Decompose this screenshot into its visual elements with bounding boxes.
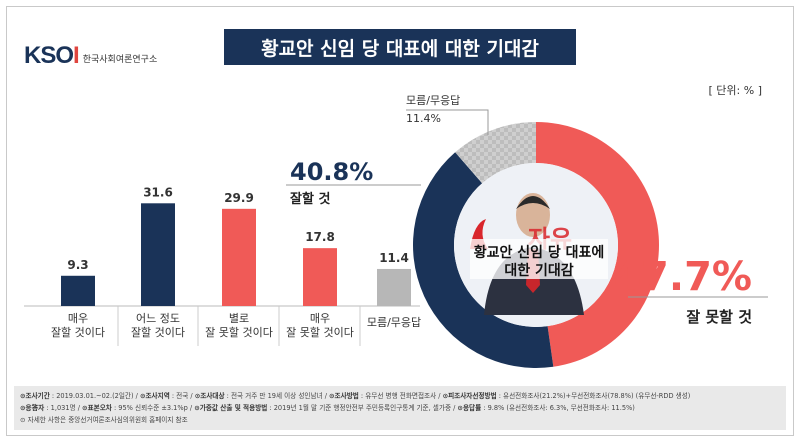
leader-line: [406, 109, 489, 135]
photo-caption-line-1: 황교안 신임 당 대표에: [473, 245, 605, 261]
bar-value-label: 9.3: [67, 258, 88, 272]
bar-value-label: 17.8: [305, 230, 335, 244]
caption-backdrop: [470, 239, 608, 279]
footer-note: 자세한 사항은 중앙선거여론조사심의위원회 홈페이지 참조: [27, 416, 188, 424]
footer-item: ⊙조사방법 : 유무선 병행 전화면접조사 /: [329, 392, 443, 400]
slice-value-unknown: 11.4%: [406, 112, 441, 125]
bar-value-label: 31.6: [143, 185, 173, 199]
person-hair: [516, 196, 550, 209]
bar-2: [141, 203, 175, 306]
footer-item: ⊙표본오차 : 95% 신뢰수준 ±3.1%p /: [82, 404, 195, 412]
category-label: 잘할 것이다: [51, 326, 105, 339]
bar-value-label: 11.4: [379, 251, 409, 265]
logo-subtitle: 한국사회여론연구소: [82, 55, 158, 65]
footer-item: ⊙응答자 : 1,031명 /: [20, 404, 83, 412]
ksoi-logo: KSOI 한국사회여론연구소: [24, 36, 157, 68]
donut-slice-2: [413, 152, 554, 368]
bar-5: [377, 268, 411, 306]
bar-value-label: 29.9: [224, 191, 254, 205]
footer-item: ⊙조사대상 : 전국 거주 만 19세 이상 성인남녀 /: [194, 392, 330, 400]
footer-item: ⊙조사기간 : 2019.03.01.~02.(2일간) /: [20, 392, 140, 400]
slice-label-unknown: 모름/무응답: [406, 94, 460, 107]
footer-line-2: ⊙응答자 : 1,031명 / ⊙표본오차 : 95% 신뢰수준 ±3.1%p …: [20, 402, 780, 414]
photo-caption-line-2: 대한 기대감: [504, 263, 574, 279]
category-label: 어느 정도: [136, 312, 180, 325]
bar-1: [61, 275, 95, 306]
footer-line-3: ⊙ 자세한 사항은 중앙선거여론조사심의위원회 홈페이지 참조: [20, 416, 188, 424]
chart-title: 황교안 신임 당 대표에 대한 기대감: [224, 29, 576, 65]
footer-item: ⊙조사지역 : 전국 /: [139, 392, 195, 400]
logo-mark: KSOI: [24, 42, 80, 69]
donut-slice-3: [455, 122, 536, 184]
donut-slice-1: [536, 122, 659, 367]
category-label: 잘할 것이다: [131, 326, 185, 339]
bar-4: [303, 248, 337, 306]
category-label: 매우: [310, 312, 330, 325]
photo-caption: 황교안 신임 당 대표에 대한 기대감: [464, 244, 614, 280]
slice-value-bad: 47.7%: [613, 254, 752, 300]
bar-3: [222, 208, 256, 306]
category-label: 별로: [229, 312, 249, 325]
category-label: 매우: [68, 312, 88, 325]
slice-label-bad: 잘 못할 것: [686, 308, 752, 326]
footer-item: ⊙피조사자선정방법 : 유선전화조사(21.2%)+무선전화조사(78.8%) …: [442, 392, 691, 400]
slice-label-good: 잘할 것: [290, 191, 330, 207]
category-label: 잘 못할 것이다: [286, 326, 354, 339]
category-label: 모름/무응답: [367, 316, 421, 329]
slice-value-good: 40.8%: [290, 158, 373, 186]
survey-footer: ⊙조사기간 : 2019.03.01.~02.(2일간) / ⊙조사지역 : 전…: [14, 386, 786, 430]
chart-frame: [6, 6, 794, 436]
footer-item: ⊙응답률 : 9.8% (유선전화조사: 6.3%, 무선전화조사: 11.5%…: [457, 404, 635, 412]
unit-label: [ 단위: % ]: [708, 84, 762, 97]
footer-line-1: ⊙조사기간 : 2019.03.01.~02.(2일간) / ⊙조사지역 : 전…: [20, 390, 780, 402]
footer-item: ⊙가중값 산출 및 적용방법 : 2019년 1월 말 기준 행정안전부 주민등…: [194, 404, 458, 412]
category-label: 잘 못할 것이다: [205, 326, 273, 339]
